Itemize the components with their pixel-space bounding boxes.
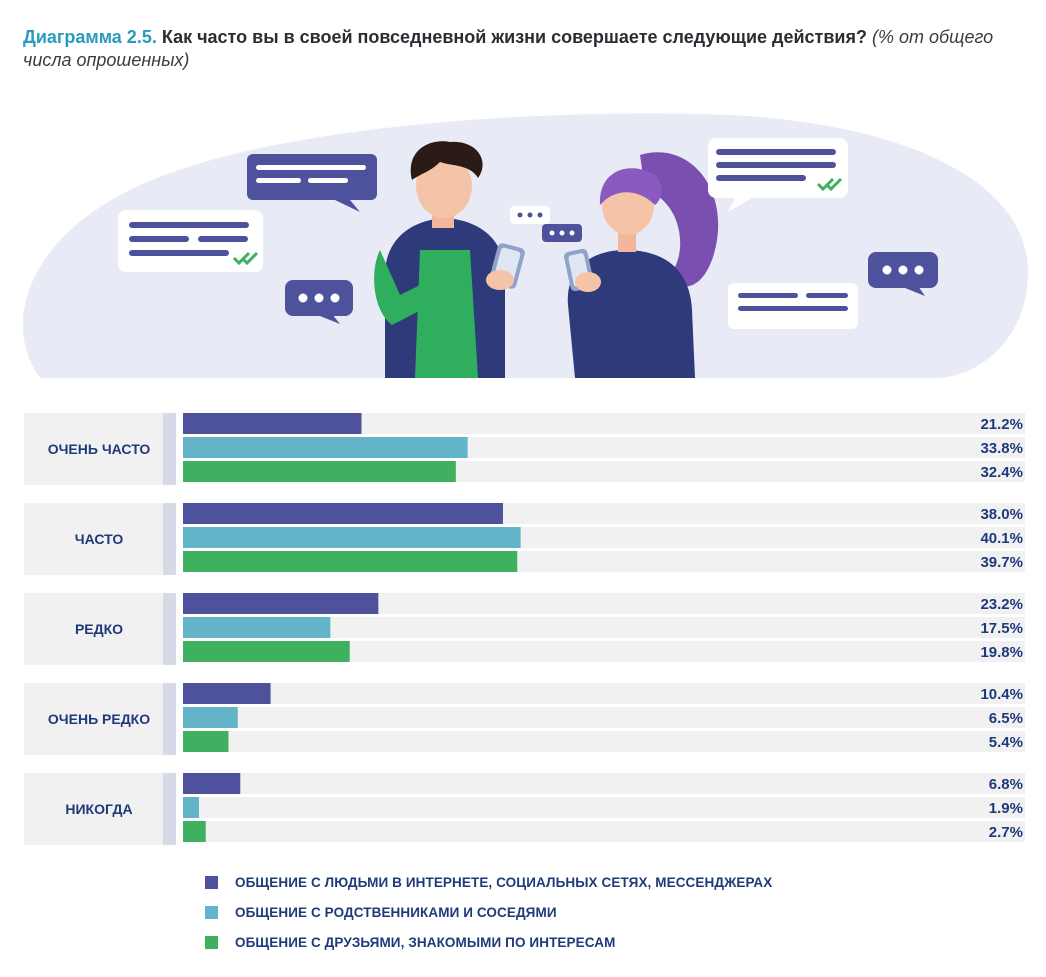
value-label: 10.4%	[980, 686, 1023, 703]
category-label: ОЧЕНЬ РЕДКО	[48, 711, 150, 727]
bar	[183, 707, 238, 728]
legend-swatch-series3	[205, 935, 218, 949]
bar	[183, 731, 229, 752]
value-label: 17.5%	[980, 620, 1023, 637]
value-label: 6.5%	[989, 710, 1023, 727]
category-label: НИКОГДА	[65, 801, 132, 817]
chart-title: Диаграмма 2.5. Как часто вы в своей повс…	[23, 26, 1023, 72]
bar-track	[183, 797, 1025, 818]
bar	[183, 683, 271, 704]
bar	[183, 437, 468, 458]
woman-figure	[564, 152, 719, 378]
bar	[183, 773, 241, 794]
legend-label: ОБЩЕНИЕ С ЛЮДЬМИ В ИНТЕРНЕТЕ, СОЦИАЛЬНЫХ…	[235, 874, 773, 890]
bar-track	[183, 731, 1025, 752]
legend-item: ОБЩЕНИЕ С ДРУЗЬЯМИ, ЗНАКОМЫМИ ПО ИНТЕРЕС…	[205, 932, 772, 952]
bar-track	[183, 707, 1025, 728]
bar	[183, 797, 199, 818]
value-label: 40.1%	[980, 530, 1023, 547]
man-figure	[374, 141, 525, 378]
value-label: 38.0%	[980, 506, 1023, 523]
value-label: 23.2%	[980, 596, 1023, 613]
category-label: РЕДКО	[75, 621, 123, 637]
legend: ОБЩЕНИЕ С ЛЮДЬМИ В ИНТЕРНЕТЕ, СОЦИАЛЬНЫХ…	[205, 872, 772, 962]
bar-track	[183, 821, 1025, 842]
category-label: ОЧЕНЬ ЧАСТО	[48, 441, 151, 457]
legend-swatch-series2	[205, 905, 218, 919]
chat-bubble-icon	[708, 138, 848, 212]
checkmark-icon	[816, 177, 843, 192]
chart-number: Диаграмма 2.5.	[23, 27, 157, 47]
bar	[183, 503, 503, 524]
chat-bubble-icon	[728, 283, 858, 329]
value-label: 19.8%	[980, 644, 1023, 661]
category-divider	[163, 773, 176, 845]
illustration	[22, 113, 1029, 378]
bar-track	[183, 641, 1025, 662]
chart-question: Как часто вы в своей повседневной жизни …	[161, 27, 867, 47]
category-panel	[24, 413, 163, 485]
value-label: 5.4%	[989, 734, 1023, 751]
category-panel	[24, 503, 163, 575]
legend-label: ОБЩЕНИЕ С ДРУЗЬЯМИ, ЗНАКОМЫМИ ПО ИНТЕРЕС…	[235, 934, 616, 950]
bar-track	[183, 617, 1025, 638]
bar-track	[183, 593, 1025, 614]
value-label: 2.7%	[989, 824, 1023, 841]
legend-item: ОБЩЕНИЕ С ЛЮДЬМИ В ИНТЕРНЕТЕ, СОЦИАЛЬНЫХ…	[205, 872, 772, 892]
category-label: ЧАСТО	[75, 531, 124, 547]
checkmark-icon	[232, 251, 259, 266]
bar	[183, 527, 521, 548]
ellipsis-bubble-icon	[868, 252, 938, 296]
value-label: 6.8%	[989, 776, 1023, 793]
bar	[183, 617, 331, 638]
ellipsis-bubble-icon	[285, 280, 353, 324]
legend-label: ОБЩЕНИЕ С РОДСТВЕННИКАМИ И СОСЕДЯМИ	[235, 904, 557, 920]
bar	[183, 821, 206, 842]
category-panel	[24, 773, 163, 845]
value-label: 32.4%	[980, 464, 1023, 481]
category-divider	[163, 413, 176, 485]
chat-bubble-icon	[247, 154, 377, 212]
ellipsis-bubble-icon	[510, 206, 582, 242]
category-panel	[24, 683, 163, 755]
value-label: 33.8%	[980, 440, 1023, 457]
category-panel	[24, 593, 163, 665]
value-label: 39.7%	[980, 554, 1023, 571]
chat-bubble-icon	[118, 210, 263, 272]
bar	[183, 461, 456, 482]
bar	[183, 413, 362, 434]
bar-track	[183, 683, 1025, 704]
legend-item: ОБЩЕНИЕ С РОДСТВЕННИКАМИ И СОСЕДЯМИ	[205, 902, 772, 922]
category-divider	[163, 593, 176, 665]
bar-chart: ОЧЕНЬ ЧАСТО 21.2% 33.8% 32.4% ЧАСТО 38.0% 40.1…	[24, 413, 1025, 845]
value-label: 1.9%	[989, 800, 1023, 817]
bar	[183, 641, 350, 662]
category-divider	[163, 503, 176, 575]
legend-swatch-series1	[205, 875, 218, 889]
bar-track	[183, 773, 1025, 794]
bar	[183, 593, 379, 614]
bar	[183, 551, 518, 572]
value-label: 21.2%	[980, 416, 1023, 433]
bar-track	[183, 413, 1025, 434]
chart-note: (% от общего числа опрошенных)	[23, 27, 994, 70]
category-divider	[163, 683, 176, 755]
